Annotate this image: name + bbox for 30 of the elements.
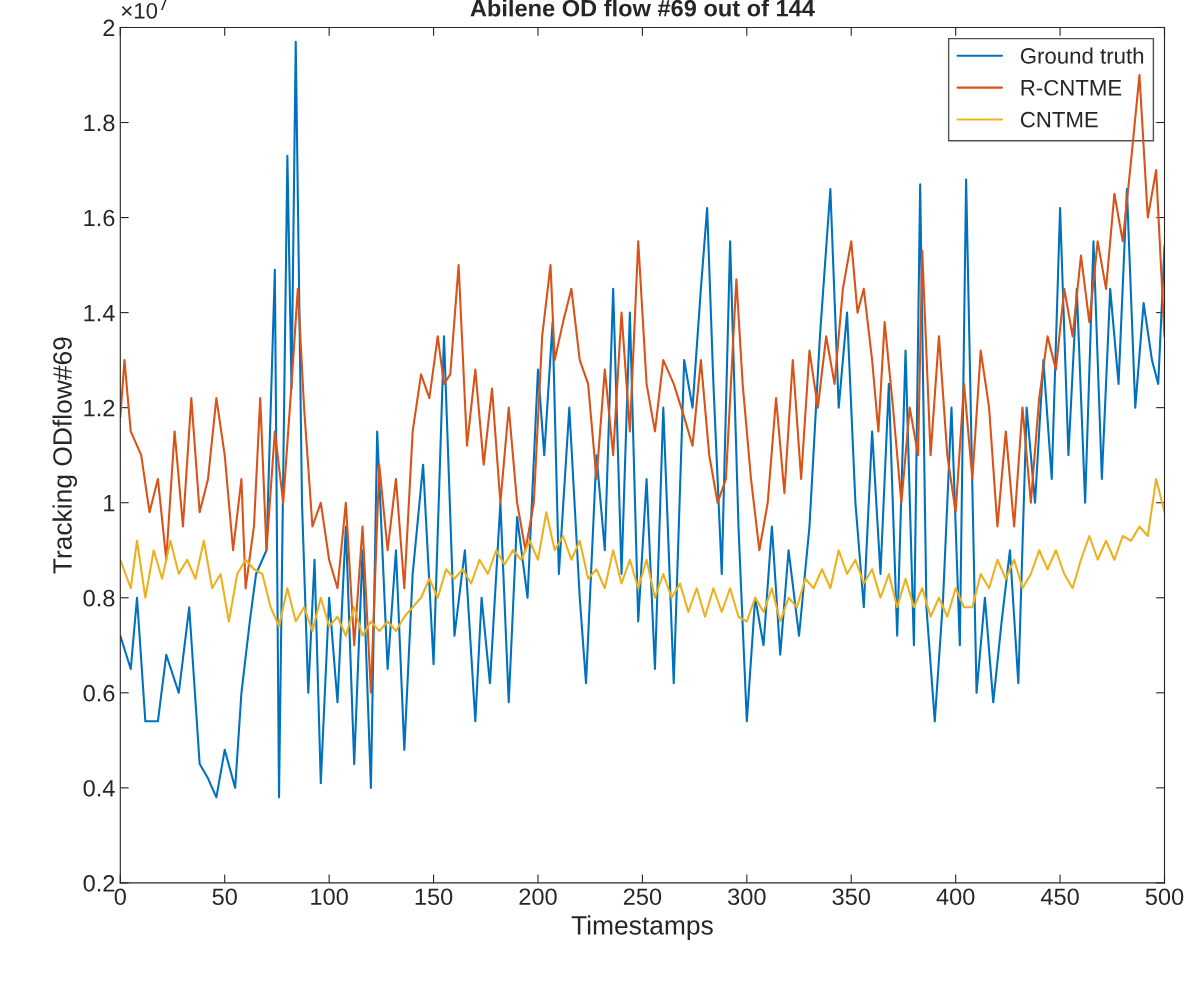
y-tick-label: 0.8: [83, 589, 115, 607]
x-tick-label: 300: [728, 888, 766, 906]
x-tick-label: 50: [212, 888, 237, 906]
x-tick-label: 400: [936, 888, 975, 906]
x-tick-label: 200: [519, 888, 557, 906]
x-tick-label: 350: [832, 888, 871, 906]
y-tick-label: 1.4: [84, 304, 115, 322]
y-tick-label: 2: [103, 19, 115, 37]
legend-label: CNTME: [1020, 111, 1098, 128]
line-series: [120, 477, 1165, 637]
y-tick-label: 1.8: [84, 114, 115, 132]
line-series: [120, 73, 1165, 694]
x-tick-label: 500: [1145, 888, 1184, 906]
x-tick-label: 150: [415, 888, 453, 906]
y-tick-label: 0.4: [83, 779, 115, 797]
y-tick-label: 0.2: [83, 874, 115, 892]
legend-label: R-CNTME: [1021, 79, 1122, 96]
x-tick-label: 450: [1040, 888, 1079, 906]
y-tick-label: 1.6: [84, 209, 115, 227]
y-tick-label: 1.2: [84, 399, 115, 417]
x-tick-label: 0: [114, 888, 126, 906]
legend-label: Ground truth: [1020, 47, 1144, 64]
y-tick-label: 1: [104, 495, 115, 512]
y-axis-title: Tracking ODflow#69: [52, 337, 78, 574]
x-axis-title: Timestamps: [571, 915, 713, 940]
y-tick-label: 0.6: [83, 684, 115, 702]
line-series: [120, 40, 1165, 799]
chart-title: Abilene OD flow #69 out of 144: [470, 0, 815, 17]
x-tick-label: 250: [623, 888, 662, 906]
x-tick-label: 100: [311, 888, 348, 906]
